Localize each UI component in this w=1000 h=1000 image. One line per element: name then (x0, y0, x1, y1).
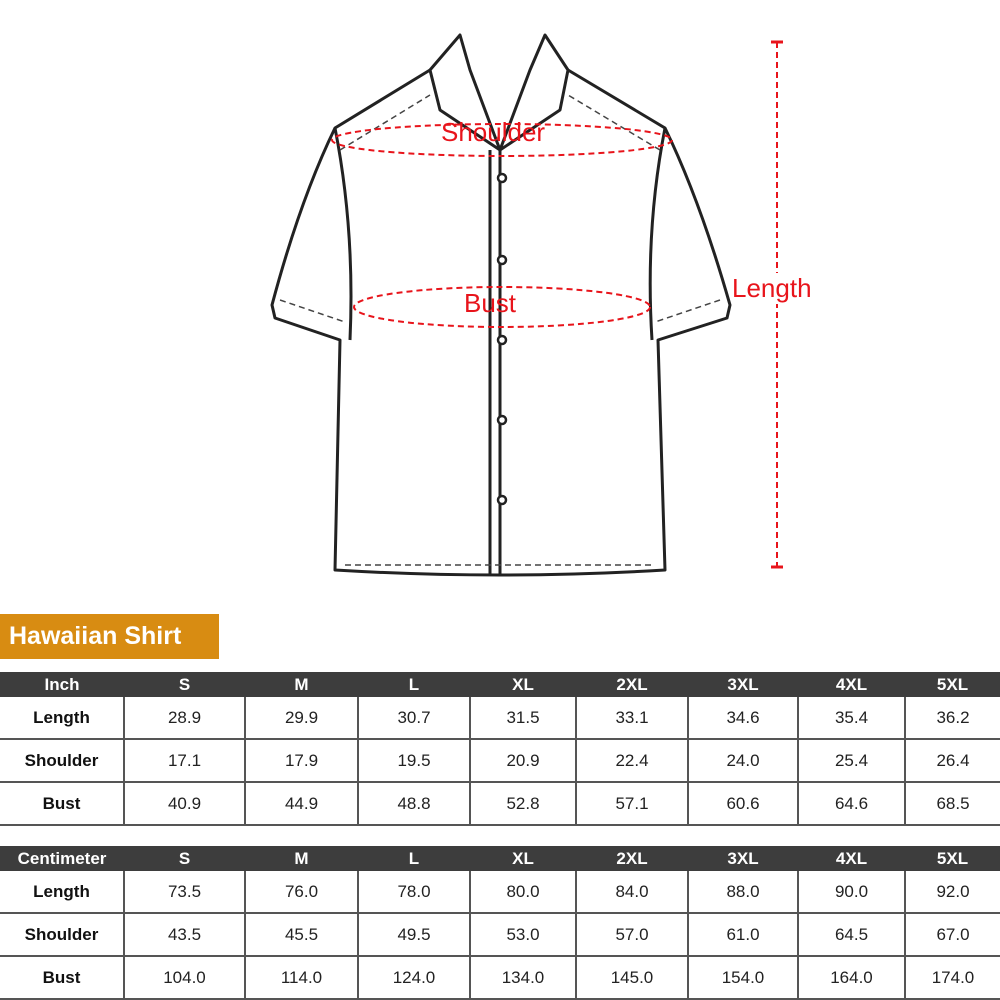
cell-value: 45.5 (244, 913, 359, 957)
row-label: Shoulder (0, 913, 125, 957)
cell-value: 53.0 (469, 913, 577, 957)
cell-value: 134.0 (469, 956, 577, 1000)
cell-value: 76.0 (244, 871, 359, 914)
size-header: S (124, 672, 245, 697)
cell-value: 33.1 (575, 697, 689, 740)
cell-value: 90.0 (797, 871, 906, 914)
table-row: Bust 40.9 44.9 48.8 52.8 57.1 60.6 64.6 68.5 (0, 782, 1000, 826)
table-row: Shoulder 17.1 17.9 19.5 20.9 22.4 24.0 25.4 26.4 (0, 739, 1000, 783)
table-row: Bust 104.0 114.0 124.0 134.0 145.0 154.0 164.0 1… (0, 956, 1000, 1000)
shoulder-measure (331, 123, 673, 157)
size-header: 3XL (688, 846, 798, 871)
cell-value: 92.0 (904, 871, 1000, 914)
size-header: L (358, 672, 470, 697)
cell-value: 49.5 (357, 913, 471, 957)
size-header: 5XL (905, 672, 1000, 697)
cell-value: 61.0 (687, 913, 799, 957)
sleeve-seams (333, 127, 667, 341)
size-header: 5XL (905, 846, 1000, 871)
unit-header: Inch (0, 672, 124, 697)
cell-value: 24.0 (687, 739, 799, 783)
cell-value: 78.0 (357, 871, 471, 914)
table-row: Length 28.9 29.9 30.7 31.5 33.1 34.6 35.4 36.2 (0, 697, 1000, 740)
cell-value: 22.4 (575, 739, 689, 783)
shirt-diagram (270, 33, 783, 577)
cell-value: 68.5 (904, 782, 1000, 826)
cell-value: 88.0 (687, 871, 799, 914)
unit-header: Centimeter (0, 846, 124, 871)
cell-value: 67.0 (904, 913, 1000, 957)
cell-value: 25.4 (797, 739, 906, 783)
cell-value: 17.9 (244, 739, 359, 783)
cell-value: 28.9 (123, 697, 246, 740)
size-header: S (124, 846, 245, 871)
cell-value: 20.9 (469, 739, 577, 783)
table-row: Length 73.5 76.0 78.0 80.0 84.0 88.0 90.0 92.0 (0, 871, 1000, 914)
cell-value: 34.6 (687, 697, 799, 740)
cell-value: 52.8 (469, 782, 577, 826)
size-header: 2XL (576, 846, 688, 871)
cell-value: 114.0 (244, 956, 359, 1000)
cell-value: 73.5 (123, 871, 246, 914)
shoulder-label: Shoulder (441, 117, 546, 147)
cell-value: 31.5 (469, 697, 577, 740)
cell-value: 40.9 (123, 782, 246, 826)
table-row: Shoulder 43.5 45.5 49.5 53.0 57.0 61.0 64.5 67.0 (0, 913, 1000, 957)
bust-label: Bust (464, 288, 517, 318)
row-label: Bust (0, 782, 125, 826)
size-header: L (358, 846, 470, 871)
cell-value: 29.9 (244, 697, 359, 740)
cell-value: 60.6 (687, 782, 799, 826)
cell-value: 64.6 (797, 782, 906, 826)
size-header: 3XL (688, 672, 798, 697)
bust-measure (353, 286, 651, 328)
row-label: Shoulder (0, 739, 125, 783)
cell-value: 43.5 (123, 913, 246, 957)
size-header: 2XL (576, 672, 688, 697)
size-header: XL (470, 672, 576, 697)
cell-value: 57.0 (575, 913, 689, 957)
collar (428, 33, 570, 152)
cell-value: 35.4 (797, 697, 906, 740)
cell-value: 30.7 (357, 697, 471, 740)
cell-value: 26.4 (904, 739, 1000, 783)
size-table-cm: Centimeter S M L XL 2XL 3XL 4XL 5XL Length 73.5 76.… (0, 846, 1000, 1000)
cell-value: 145.0 (575, 956, 689, 1000)
cell-value: 174.0 (904, 956, 1000, 1000)
size-header: M (245, 672, 358, 697)
cell-value: 154.0 (687, 956, 799, 1000)
cell-value: 17.1 (123, 739, 246, 783)
row-label: Length (0, 871, 125, 914)
cell-value: 124.0 (357, 956, 471, 1000)
size-header: XL (470, 846, 576, 871)
cell-value: 48.8 (357, 782, 471, 826)
cell-value: 64.5 (797, 913, 906, 957)
size-header: M (245, 846, 358, 871)
length-label: Length (732, 273, 812, 304)
cell-value: 19.5 (357, 739, 471, 783)
cell-value: 57.1 (575, 782, 689, 826)
row-label: Length (0, 697, 125, 740)
product-title: Hawaiian Shirt (0, 614, 219, 659)
size-header: 4XL (798, 672, 905, 697)
cell-value: 36.2 (904, 697, 1000, 740)
cell-value: 84.0 (575, 871, 689, 914)
cell-value: 80.0 (469, 871, 577, 914)
header-row: Inch S M L XL 2XL 3XL 4XL 5XL (0, 672, 1000, 697)
row-label: Bust (0, 956, 125, 1000)
cell-value: 164.0 (797, 956, 906, 1000)
cell-value: 44.9 (244, 782, 359, 826)
cell-value: 104.0 (123, 956, 246, 1000)
placket (488, 150, 502, 575)
size-table-inch: Inch S M L XL 2XL 3XL 4XL 5XL Length 28.9 29.9 30.7 3… (0, 672, 1000, 826)
header-row: Centimeter S M L XL 2XL 3XL 4XL 5XL (0, 846, 1000, 871)
size-header: 4XL (798, 846, 905, 871)
